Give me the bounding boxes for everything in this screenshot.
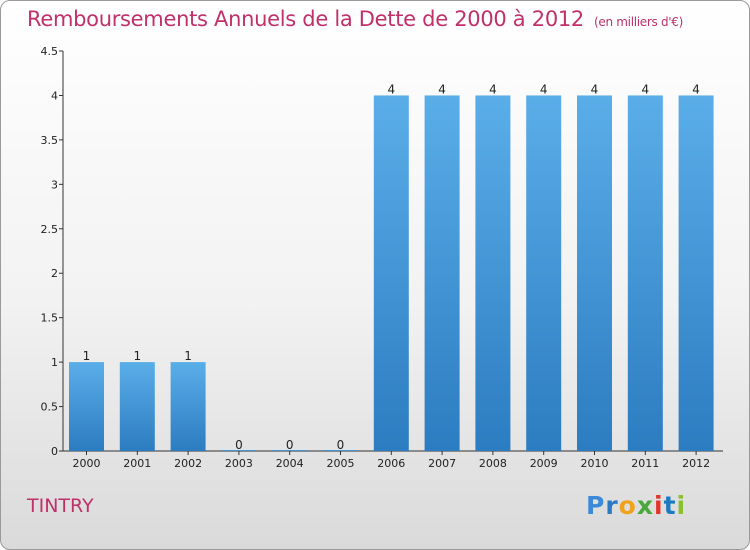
bar: [119, 362, 155, 451]
x-tick-label: 2011: [631, 457, 659, 470]
bar-value-label: 0: [337, 438, 345, 452]
bar-value-label: 0: [235, 438, 243, 452]
bar-value-label: 1: [133, 349, 141, 363]
bar-value-label: 4: [489, 82, 497, 96]
y-tick-label: 2: [51, 267, 58, 280]
bar: [577, 95, 612, 451]
bar-value-label: 1: [83, 349, 91, 363]
bar: [475, 95, 511, 451]
chart-title: Remboursements Annuels de la Dette de 20…: [27, 7, 684, 31]
bar-value-label: 1: [184, 349, 192, 363]
x-tick-label: 2005: [327, 457, 355, 470]
x-tick-label: 2001: [123, 457, 151, 470]
y-tick-label: 1: [51, 356, 58, 369]
bar-value-label: 4: [641, 82, 649, 96]
y-tick-label: 0.5: [41, 401, 59, 414]
commune-name: TINTRY: [27, 495, 94, 517]
x-tick-label: 2000: [73, 457, 101, 470]
bar: [69, 362, 104, 451]
bar: [526, 95, 562, 451]
y-tick-label: 3: [51, 178, 58, 191]
y-tick-label: 4: [51, 89, 58, 102]
bar-value-label: 0: [286, 438, 294, 452]
bar: [627, 95, 663, 451]
x-tick-label: 2003: [225, 457, 253, 470]
y-tick-label: 0: [51, 445, 58, 458]
y-tick-label: 4.5: [41, 45, 59, 58]
y-tick-label: 2.5: [41, 223, 59, 236]
x-tick-label: 2012: [682, 457, 710, 470]
bar: [272, 450, 308, 451]
x-tick-label: 2009: [530, 457, 558, 470]
bar-value-label: 4: [591, 82, 599, 96]
y-tick-label: 1.5: [41, 312, 59, 325]
bar: [221, 450, 257, 451]
bar-value-label: 4: [540, 82, 548, 96]
x-tick-label: 2002: [174, 457, 202, 470]
x-tick-label: 2007: [428, 457, 456, 470]
bar-value-label: 4: [387, 82, 395, 96]
proxiti-logo: Proxiti: [586, 491, 687, 520]
bar: [170, 362, 206, 451]
chart-unit: (en milliers d'€): [594, 15, 684, 29]
bar: [424, 95, 460, 451]
x-tick-label: 2008: [479, 457, 507, 470]
bar-value-label: 4: [692, 82, 700, 96]
x-tick-label: 2004: [276, 457, 304, 470]
x-tick-label: 2010: [581, 457, 609, 470]
bar: [373, 95, 409, 451]
bar: [323, 450, 358, 451]
bar-value-label: 4: [438, 82, 446, 96]
x-tick-label: 2006: [377, 457, 405, 470]
bar: [678, 95, 714, 451]
y-tick-label: 3.5: [41, 134, 59, 147]
